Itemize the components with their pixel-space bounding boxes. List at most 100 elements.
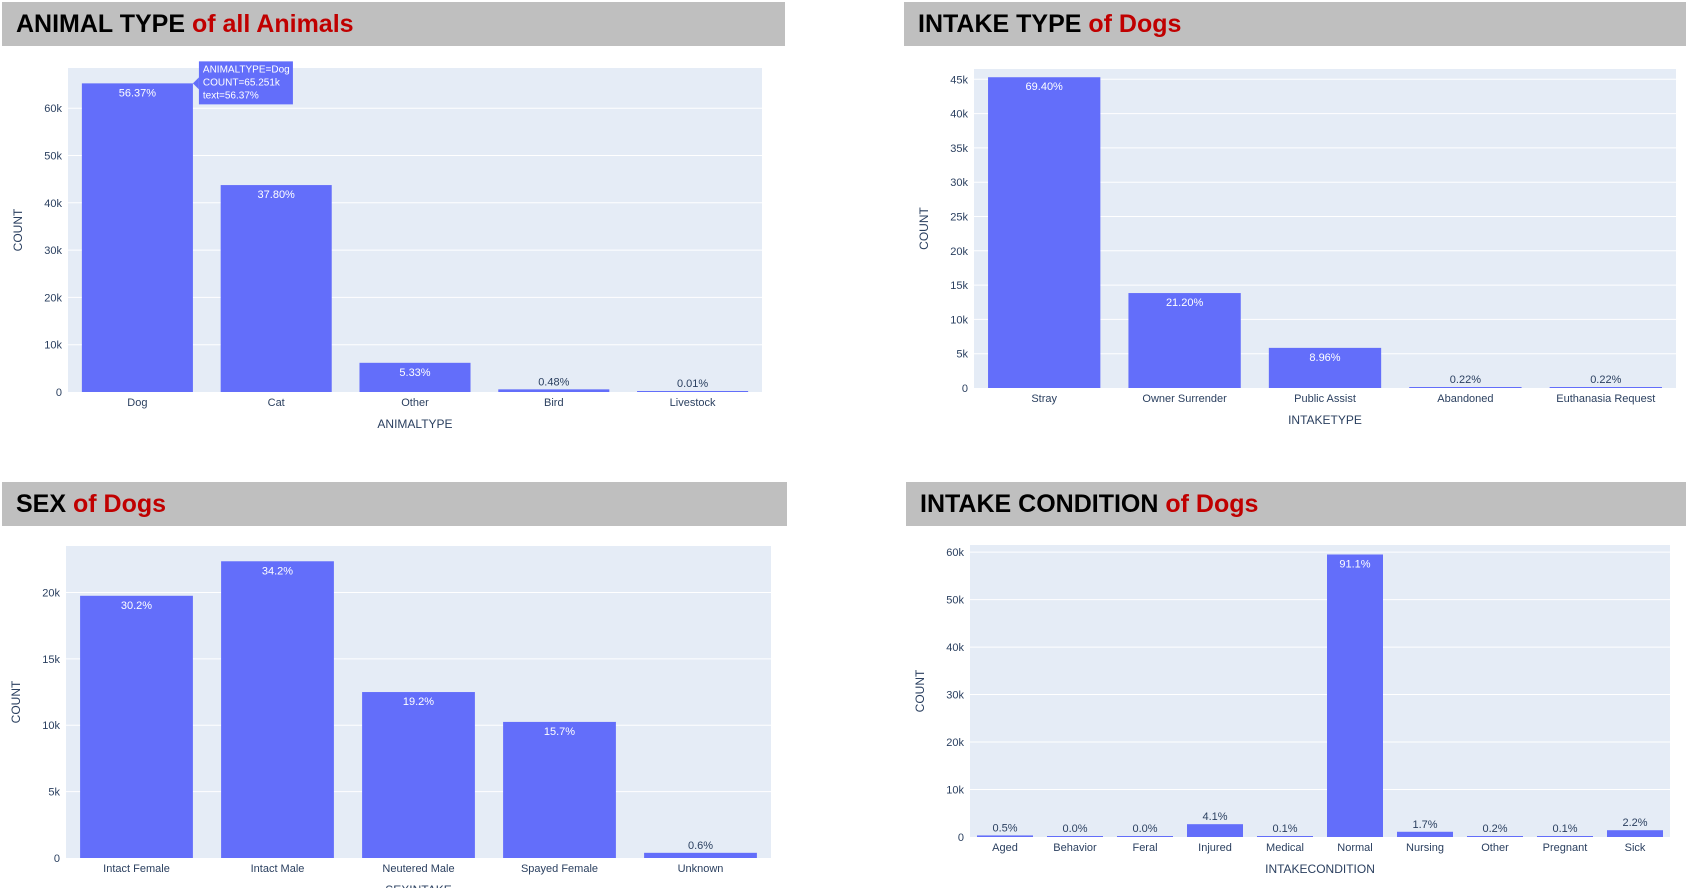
- bar-euthanasia-request[interactable]: [1549, 387, 1662, 388]
- bar-aged[interactable]: [977, 835, 1033, 837]
- data-label: 0.6%: [688, 840, 713, 852]
- y-tick-label: 20k: [946, 737, 964, 749]
- x-tick-label: Other: [401, 397, 429, 409]
- y-tick-label: 30k: [950, 177, 968, 189]
- chart-title-sex: SEX of Dogs: [2, 482, 787, 526]
- tooltip-box: [198, 61, 293, 105]
- bar-intact-female[interactable]: [80, 595, 193, 858]
- chart-title-intake-condition: INTAKE CONDITION of Dogs: [906, 482, 1686, 526]
- data-label: 4.1%: [1202, 811, 1227, 823]
- bar-public-assist[interactable]: [1268, 347, 1382, 388]
- y-tick-label: 0: [962, 383, 968, 395]
- y-tick-label: 50k: [946, 595, 964, 607]
- chart-sex[interactable]: 0 5k 10k 15k 20k 30.2% Intact Female 34.2% Intac…: [0, 528, 790, 888]
- data-label: 0.1%: [1272, 823, 1297, 835]
- x-tick-label: Sick: [1625, 842, 1646, 854]
- plot-area: [970, 545, 1670, 837]
- x-tick-label: Intact Female: [103, 863, 170, 875]
- y-tick-label: 25k: [950, 211, 968, 223]
- x-tick-label: Dog: [127, 397, 147, 409]
- y-tick-label: 20k: [950, 246, 968, 258]
- bar-pregnant[interactable]: [1537, 836, 1593, 837]
- title-highlight: of Dogs: [1088, 10, 1182, 38]
- x-tick-label: Nursing: [1406, 842, 1444, 854]
- x-tick-label: Behavior: [1053, 842, 1097, 854]
- bar-stray[interactable]: [988, 77, 1101, 389]
- y-tick-label: 5k: [956, 349, 968, 361]
- bar-spayed-female[interactable]: [503, 721, 616, 858]
- y-tick-label: 5k: [48, 787, 60, 799]
- data-label: 30.2%: [121, 600, 152, 612]
- bar-medical[interactable]: [1257, 836, 1313, 837]
- bar-other[interactable]: [1467, 836, 1523, 837]
- bar-livestock[interactable]: [637, 391, 749, 392]
- y-tick-label: 45k: [950, 74, 968, 86]
- y-tick-label: 20k: [42, 587, 60, 599]
- tooltip-line: text=56.37%: [203, 90, 259, 101]
- data-label: 0.1%: [1552, 823, 1577, 835]
- y-tick-label: 10k: [42, 720, 60, 732]
- y-tick-label: 40k: [946, 642, 964, 654]
- bar-sick[interactable]: [1607, 830, 1663, 837]
- data-label: 0.2%: [1482, 823, 1507, 835]
- title-highlight: of all Animals: [191, 10, 354, 38]
- bar-injured[interactable]: [1187, 824, 1243, 837]
- data-label: 21.20%: [1166, 297, 1204, 309]
- bar-owner-surrender[interactable]: [1128, 293, 1241, 388]
- x-tick-label: Feral: [1132, 842, 1157, 854]
- chart-intake-condition[interactable]: 0 10k 20k 30k 40k 50k 60k 0.5% Aged 0.0% Behavior 0…: [904, 528, 1690, 888]
- tooltip-pointer: [192, 77, 199, 90]
- chart-intake-type[interactable]: 0 5k 10k 15k 20k 25k 30k 35k 40k 45k 69.40% Stray 21…: [904, 48, 1690, 438]
- y-tick-label: 60k: [44, 103, 62, 115]
- bar-normal[interactable]: [1327, 554, 1383, 837]
- y-tick-label: 60k: [946, 547, 964, 559]
- bar-unknown[interactable]: [644, 852, 757, 858]
- data-label: 19.2%: [403, 696, 434, 708]
- chart-title-intake-type: INTAKE TYPE of Dogs: [904, 2, 1686, 46]
- chart-animal-type[interactable]: 0 10k 20k 30k 40k 50k 60k 56.37% Dog 37.80% Cat 5.3…: [0, 48, 790, 438]
- y-axis-title: COUNT: [917, 207, 931, 250]
- x-axis-title: INTAKETYPE: [1288, 413, 1362, 427]
- bar-dog[interactable]: [81, 83, 193, 392]
- data-label: 0.0%: [1062, 823, 1087, 835]
- y-tick-label: 35k: [950, 143, 968, 155]
- bar-other[interactable]: [359, 362, 471, 392]
- bar-bird[interactable]: [498, 389, 610, 392]
- bar-abandoned[interactable]: [1409, 387, 1522, 388]
- x-tick-label: Normal: [1337, 842, 1372, 854]
- bar-behavior[interactable]: [1047, 836, 1103, 837]
- x-tick-label: Livestock: [670, 397, 716, 409]
- y-axis-title: COUNT: [9, 680, 23, 723]
- data-label: 91.1%: [1339, 558, 1370, 570]
- title-main: SEX: [16, 490, 73, 518]
- chart-title-animal-type: ANIMAL TYPE of all Animals: [2, 2, 785, 46]
- x-tick-label: Bird: [544, 397, 564, 409]
- data-label: 0.22%: [1590, 374, 1621, 386]
- bar-feral[interactable]: [1117, 836, 1173, 837]
- x-tick-label: Owner Surrender: [1142, 393, 1227, 405]
- data-label: 56.37%: [119, 87, 157, 99]
- x-tick-label: Medical: [1266, 842, 1304, 854]
- title-main: INTAKE TYPE: [918, 10, 1089, 38]
- y-tick-label: 20k: [44, 292, 62, 304]
- x-tick-label: Other: [1481, 842, 1509, 854]
- data-label: 0.0%: [1132, 823, 1157, 835]
- y-axis-title: COUNT: [11, 208, 25, 251]
- x-tick-label: Euthanasia Request: [1556, 393, 1655, 405]
- y-tick-label: 0: [54, 853, 60, 865]
- x-tick-label: Cat: [268, 397, 285, 409]
- x-tick-label: Stray: [1031, 393, 1057, 405]
- x-axis-title: INTAKECONDITION: [1265, 862, 1375, 876]
- x-tick-label: Spayed Female: [521, 863, 598, 875]
- bar-cat[interactable]: [220, 185, 332, 392]
- data-label: 0.22%: [1450, 374, 1481, 386]
- bar-nursing[interactable]: [1397, 831, 1453, 837]
- x-tick-label: Public Assist: [1294, 393, 1356, 405]
- bar-intact-male[interactable]: [221, 561, 334, 858]
- bar-neutered-male[interactable]: [362, 692, 475, 858]
- title-main: INTAKE CONDITION: [920, 490, 1166, 518]
- title-highlight: of Dogs: [1165, 490, 1259, 518]
- data-label: 34.2%: [262, 565, 293, 577]
- tooltip-line: ANIMALTYPE=Dog: [203, 64, 290, 75]
- y-tick-label: 0: [958, 832, 964, 844]
